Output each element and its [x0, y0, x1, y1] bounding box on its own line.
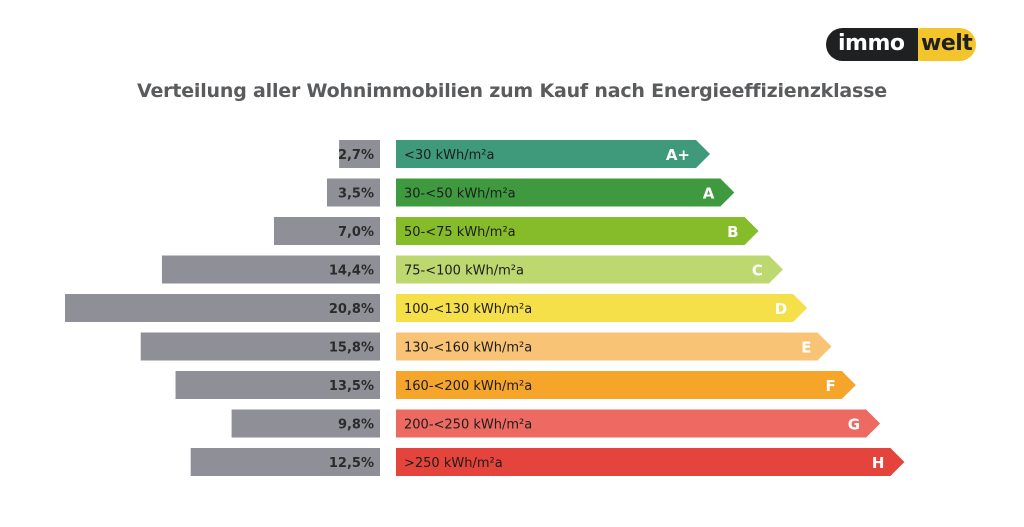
- range-label-a-plus: <30 kWh/m²a: [404, 148, 494, 163]
- value-label-g: 9,8%: [338, 418, 374, 433]
- logo-text-immo: immo: [838, 31, 905, 56]
- value-bar-h: [190, 448, 380, 476]
- class-letter-b: B: [727, 223, 738, 241]
- logo-dark-part: [826, 28, 918, 61]
- value-bar-c: [161, 255, 380, 284]
- class-letter-a: A: [703, 185, 715, 203]
- class-arrow-c: [396, 255, 783, 284]
- value-bar-a-plus: [339, 140, 380, 168]
- chart-title: Verteilung aller Wohnimmobilien zum Kauf…: [137, 80, 887, 102]
- logo-text-welt: welt: [921, 31, 973, 56]
- class-arrow-h: [396, 448, 905, 476]
- value-label-d: 20,8%: [329, 302, 374, 317]
- class-letter-d: D: [775, 300, 787, 318]
- immowelt-logo: immo welt: [826, 28, 976, 61]
- class-arrow-f: [396, 371, 856, 399]
- class-arrow-d: [396, 294, 808, 322]
- class-letter-e: E: [801, 339, 811, 357]
- range-label-d: 100-<130 kWh/m²a: [404, 302, 532, 317]
- value-label-c: 14,4%: [329, 264, 374, 279]
- class-letter-g: G: [848, 416, 860, 434]
- class-arrow-e: [396, 332, 832, 361]
- class-arrow-b: [396, 217, 759, 245]
- class-letter-a-plus: A+: [666, 146, 690, 164]
- class-letter-h: H: [872, 454, 885, 472]
- value-label-h: 12,5%: [329, 456, 374, 471]
- value-label-f: 13,5%: [329, 379, 374, 394]
- class-letter-f: F: [826, 377, 836, 395]
- class-arrow-g: [396, 409, 881, 438]
- value-bar-e: [140, 332, 380, 361]
- value-label-a: 3,5%: [338, 187, 374, 202]
- range-label-c: 75-<100 kWh/m²a: [404, 264, 524, 279]
- value-label-e: 15,8%: [329, 341, 374, 356]
- value-bar-d: [65, 294, 380, 322]
- value-label-a-plus: 2,7%: [338, 148, 374, 163]
- range-label-f: 160-<200 kWh/m²a: [404, 379, 532, 394]
- value-bar-f: [175, 371, 380, 399]
- value-bar-a: [326, 178, 380, 207]
- value-bar-g: [231, 409, 380, 438]
- range-label-g: 200-<250 kWh/m²a: [404, 418, 532, 433]
- range-label-h: >250 kWh/m²a: [404, 456, 503, 471]
- range-label-e: 130-<160 kWh/m²a: [404, 341, 532, 356]
- value-bar-b: [273, 217, 380, 245]
- class-letter-c: C: [752, 262, 763, 280]
- range-label-b: 50-<75 kWh/m²a: [404, 225, 516, 240]
- class-arrow-a-plus: [396, 140, 710, 168]
- range-label-a: 30-<50 kWh/m²a: [404, 187, 516, 202]
- value-label-b: 7,0%: [338, 225, 374, 240]
- class-arrow-a: [396, 178, 735, 207]
